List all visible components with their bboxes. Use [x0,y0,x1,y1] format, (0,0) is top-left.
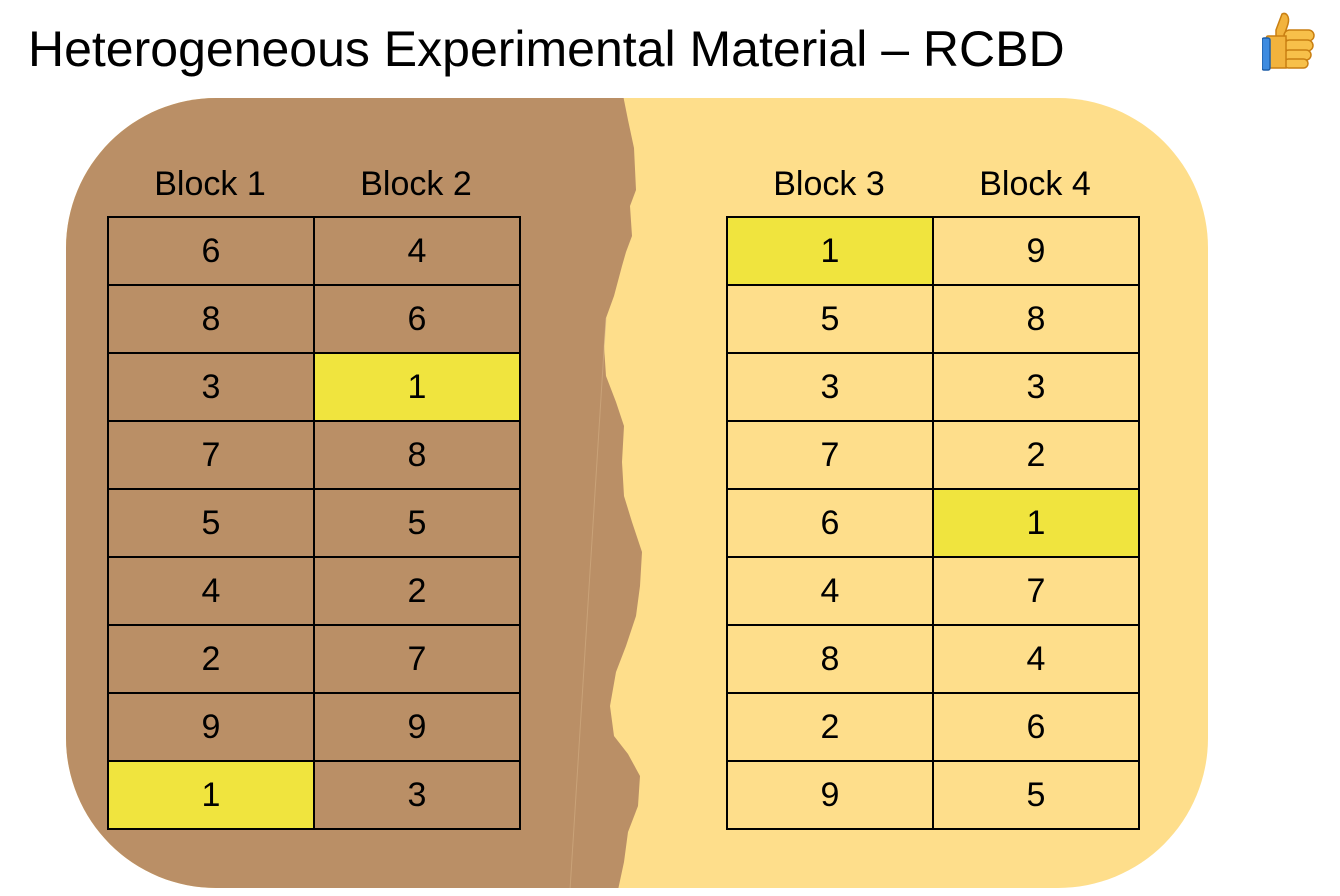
plot-cell-block-3: 3 [726,352,934,422]
plot-cell-block-3: 8 [726,624,934,694]
highlighted-plot-cell-block-3: 1 [726,216,934,286]
block-2-label: Block 2 [360,165,472,203]
plot-cell-block-2: 9 [313,692,521,762]
plot-cell-block-2: 3 [313,760,521,830]
plot-cell-block-4: 3 [932,352,1140,422]
thumbs-up-icon [1262,12,1315,71]
plot-cell-block-4: 4 [932,624,1140,694]
plot-cell-block-3: 7 [726,420,934,490]
plot-cell-block-2: 8 [313,420,521,490]
block-3-label: Block 3 [773,165,885,203]
plot-cell-block-1: 7 [107,420,315,490]
plot-cell-block-2: 7 [313,624,521,694]
plot-cell-block-2: 5 [313,488,521,558]
plot-cell-block-4: 7 [932,556,1140,626]
plot-cell-block-3: 2 [726,692,934,762]
highlighted-plot-cell-block-4: 1 [932,488,1140,558]
plot-cell-block-4: 6 [932,692,1140,762]
block-1-label: Block 1 [154,165,266,203]
plot-cell-block-4: 5 [932,760,1140,830]
plot-cell-block-3: 9 [726,760,934,830]
plot-cell-block-1: 2 [107,624,315,694]
plot-cell-block-4: 9 [932,216,1140,286]
plot-cell-block-1: 3 [107,352,315,422]
highlighted-plot-cell-block-2: 1 [313,352,521,422]
block-4-label: Block 4 [979,165,1091,203]
plot-cell-block-3: 4 [726,556,934,626]
plot-cell-block-1: 9 [107,692,315,762]
plot-cell-block-4: 8 [932,284,1140,354]
plot-cell-block-2: 6 [313,284,521,354]
plot-cell-block-1: 6 [107,216,315,286]
highlighted-plot-cell-block-1: 1 [107,760,315,830]
page-title: Heterogeneous Experimental Material – RC… [28,21,1065,77]
plot-cell-block-1: 4 [107,556,315,626]
plot-cell-block-2: 2 [313,556,521,626]
plot-cell-block-4: 2 [932,420,1140,490]
plot-cell-block-3: 6 [726,488,934,558]
plot-cell-block-1: 8 [107,284,315,354]
plot-cell-block-3: 5 [726,284,934,354]
plot-cell-block-2: 4 [313,216,521,286]
plot-cell-block-1: 5 [107,488,315,558]
